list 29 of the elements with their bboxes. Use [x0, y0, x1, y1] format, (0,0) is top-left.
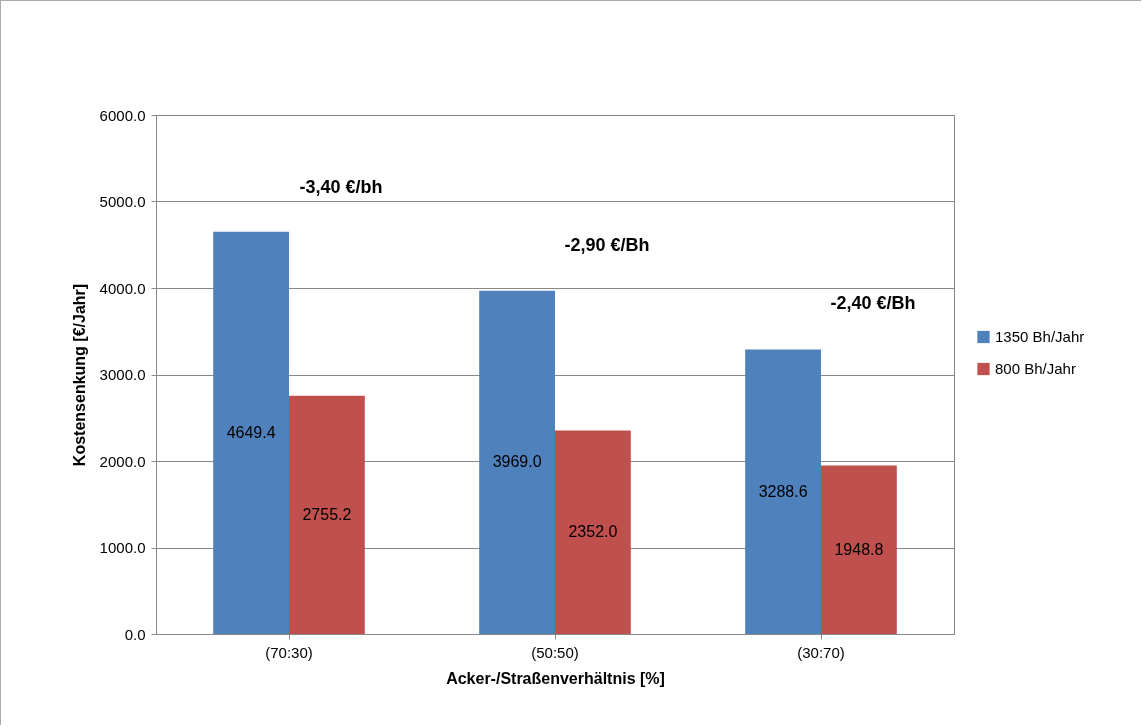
bar — [479, 290, 555, 634]
x-axis-title: Acker-/Straßenverhältnis [%] — [446, 669, 665, 687]
legend-label: 1350 Bh/Jahr — [995, 328, 1085, 345]
y-tick-label: 3000.0 — [99, 366, 146, 383]
x-tick-label: (30:70) — [797, 643, 845, 661]
bar — [289, 395, 365, 634]
y-tick-label: 0.0 — [124, 625, 146, 643]
data-label: 3288.6 — [758, 482, 808, 500]
bar — [821, 465, 897, 634]
bar — [745, 349, 821, 634]
data-label: 2755.2 — [302, 505, 352, 523]
annotation: -2,90 €/Bh — [564, 235, 650, 255]
annotation: -3,40 €/bh — [299, 177, 383, 197]
bar — [213, 231, 289, 634]
data-label: 2352.0 — [568, 523, 618, 541]
bar — [555, 430, 631, 634]
x-tick-label: (50:50) — [531, 643, 579, 661]
data-label: 4649.4 — [226, 423, 276, 441]
x-tick-label: (70:30) — [265, 643, 313, 661]
legend-label: 800 Bh/Jahr — [995, 360, 1076, 377]
y-tick-label: 2000.0 — [99, 452, 146, 470]
y-tick-label: 5000.0 — [99, 193, 146, 210]
y-tick-label: 1000.0 — [99, 539, 146, 556]
data-label: 1948.8 — [834, 540, 884, 558]
data-label: 3969.0 — [492, 453, 542, 471]
y-tick-label: 4000.0 — [99, 279, 146, 297]
y-tick-label: 6000.0 — [99, 106, 146, 124]
annotation: -2,40 €/Bh — [830, 293, 916, 313]
y-axis-title: Kostensenkung [€/Jahr] — [70, 283, 88, 467]
